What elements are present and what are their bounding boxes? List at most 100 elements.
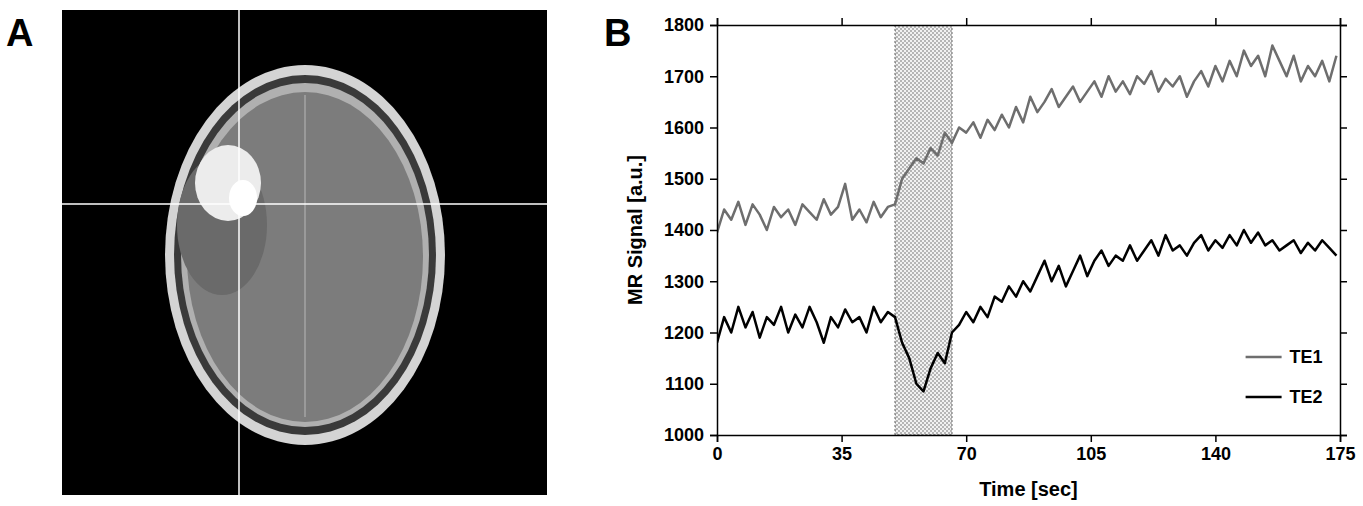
tick [1340, 128, 1347, 129]
tick-mark [1340, 179, 1347, 181]
tick [1340, 333, 1347, 334]
tick [842, 18, 843, 25]
tumor-core [229, 180, 257, 216]
tick: 1500 [664, 169, 717, 189]
tick-mark [841, 435, 843, 442]
tick-mark [966, 435, 968, 442]
skull [174, 75, 436, 435]
series-line [717, 230, 1336, 391]
tick [1340, 281, 1347, 282]
tick-mark [1340, 281, 1347, 283]
tick-label: 1300 [664, 272, 704, 292]
series-line [717, 46, 1336, 233]
scalp [165, 65, 445, 445]
tick: 1400 [664, 220, 717, 240]
tick-label: 1000 [664, 425, 704, 445]
tick: 1000 [664, 425, 717, 445]
panel-letter: B [604, 12, 631, 54]
tick-mark [710, 332, 717, 334]
tick: 70 [957, 435, 977, 464]
panel-letter: A [6, 12, 33, 54]
tick-mark [710, 25, 717, 27]
tick: 175 [1325, 435, 1355, 464]
tick [717, 18, 718, 25]
x-axis-title: Time [sec] [979, 478, 1078, 500]
tick-mark [710, 230, 717, 232]
crosshair-vertical [238, 10, 240, 495]
tick: 140 [1201, 435, 1231, 464]
tick-mark [1340, 384, 1347, 386]
tick-mark [1091, 435, 1093, 442]
tick: 1800 [664, 15, 717, 35]
tick-mark [710, 179, 717, 181]
tick-mark [1215, 18, 1217, 25]
tick-mark [1340, 76, 1347, 78]
tick [1340, 230, 1347, 231]
axis-line [1341, 26, 1348, 436]
tick-mark [1340, 332, 1347, 334]
legend: TE1 TE2 [1246, 347, 1323, 407]
tick: 1200 [664, 323, 717, 343]
tick-mark [1340, 18, 1342, 25]
tick [1340, 18, 1341, 25]
y-axis: 1000 1100 1200 1300 1400 1500 1600 1700 1800 [664, 15, 718, 445]
tick-label: 1800 [664, 15, 704, 35]
axis-line [718, 18, 1341, 26]
tick-label: 1500 [664, 169, 704, 189]
tick-mark [710, 384, 717, 386]
axis-line [718, 436, 1341, 443]
legend-swatch [1246, 356, 1282, 359]
tick-label: 175 [1325, 444, 1355, 464]
tick-mark [717, 18, 719, 25]
tick: 1300 [664, 272, 717, 292]
tick-mark [1215, 435, 1217, 442]
tick-label: 0 [712, 444, 722, 464]
tick-mark [710, 281, 717, 283]
image-background [62, 10, 547, 495]
tick-label: 1700 [664, 67, 704, 87]
tick-label: 140 [1201, 444, 1231, 464]
axis-line [710, 26, 718, 436]
tick-mark [1340, 230, 1347, 232]
panel-a [62, 10, 547, 495]
tick: 105 [1076, 435, 1106, 464]
tick: 1700 [664, 67, 717, 87]
tick-label: 1100 [665, 374, 704, 394]
legend-label: TE2 [1290, 387, 1323, 407]
crosshair-horizontal [62, 203, 547, 205]
tick-mark [841, 18, 843, 25]
tick-mark [717, 435, 719, 442]
tick [1340, 179, 1347, 180]
tick: 1600 [664, 118, 717, 138]
x-axis-mirror [718, 18, 1341, 26]
tick [1340, 76, 1347, 77]
legend-swatch [1246, 396, 1282, 399]
x-axis: 0 35 70 105 140 175 [712, 435, 1355, 464]
midline [304, 95, 306, 417]
highlight-region [895, 25, 952, 435]
tick [1091, 18, 1092, 25]
tick [1340, 384, 1347, 385]
tick-label: 1200 [664, 323, 704, 343]
y-axis-title: MR Signal [a.u.] [624, 155, 646, 305]
legend-label: TE1 [1290, 347, 1323, 367]
plot-area [717, 25, 1336, 435]
tick: 0 [712, 435, 722, 464]
tick [966, 18, 967, 25]
tick-mark [710, 76, 717, 78]
tick-label: 35 [832, 444, 852, 464]
tick-mark [966, 18, 968, 25]
tumor [195, 145, 261, 221]
figure: A B 1000 1100 1200 1300 1400 1500 1600 1700 1800 0 3… [0, 0, 1363, 506]
tick-label: 105 [1076, 444, 1106, 464]
tick-mark [1091, 18, 1093, 25]
tick-label: 1400 [664, 220, 704, 240]
tick-mark [1340, 435, 1342, 442]
tick [1215, 18, 1216, 25]
tick-label: 1600 [664, 118, 704, 138]
tick-mark [1340, 127, 1347, 129]
tick: 35 [832, 435, 852, 464]
tick: 1100 [665, 374, 717, 394]
tick-mark [710, 127, 717, 129]
tick-label: 70 [957, 444, 977, 464]
